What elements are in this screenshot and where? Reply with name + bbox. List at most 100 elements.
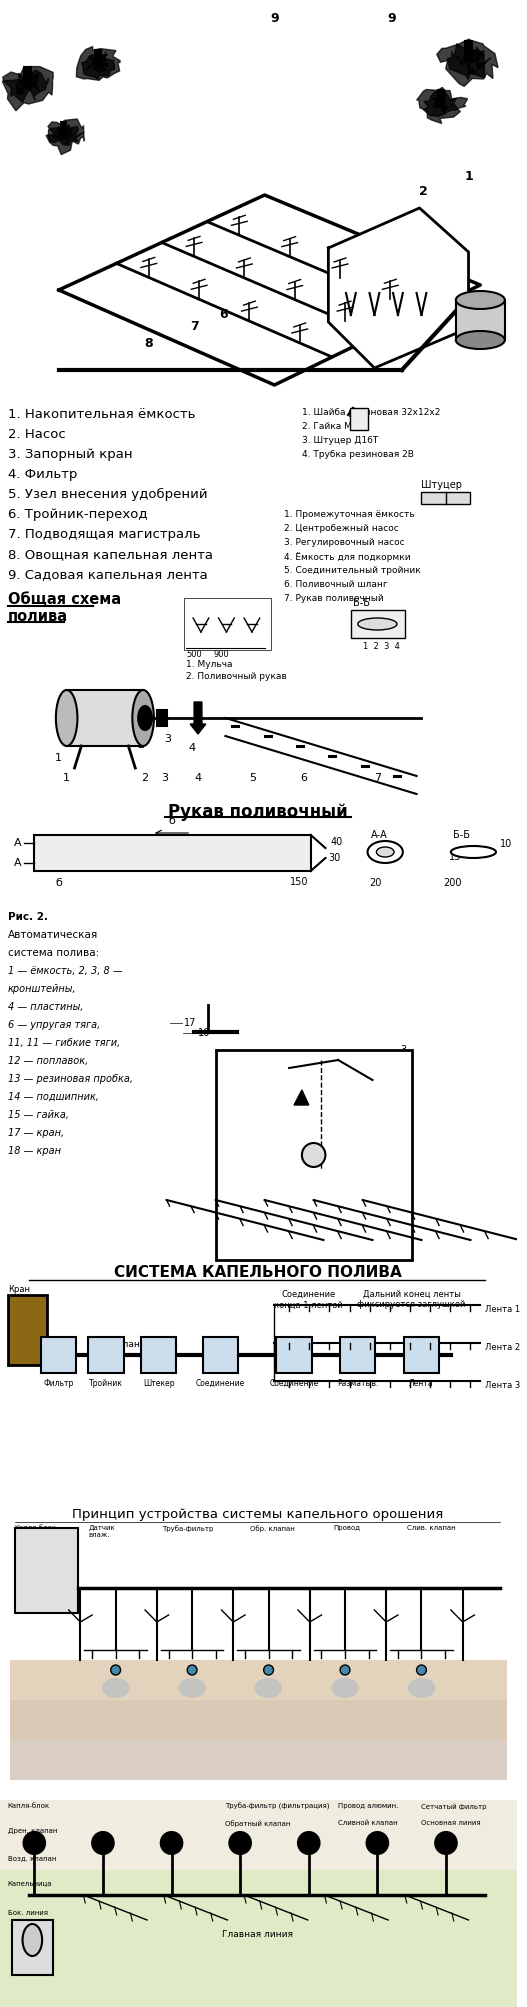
Bar [15, 1527, 79, 1614]
Text: Дрен. клапан: Дрен. клапан [8, 1828, 57, 1834]
Text: 2. Гайка М12: 2. Гайка М12 [302, 421, 363, 432]
Text: 6. Поливочный шланг: 6. Поливочный шланг [284, 580, 388, 588]
Polygon shape [82, 54, 114, 80]
Circle shape [111, 1666, 121, 1676]
Bar [351, 610, 405, 638]
Text: Лента 2: Лента 2 [485, 1343, 520, 1351]
Bar [276, 1337, 311, 1373]
Text: Штуцер: Штуцер [422, 480, 463, 490]
Text: 9. Садовая капельная лента: 9. Садовая капельная лента [8, 568, 208, 580]
Ellipse shape [298, 1832, 319, 1854]
Text: 5. Узел внесения удобрений: 5. Узел внесения удобрений [8, 488, 208, 502]
Text: 150: 150 [290, 877, 308, 887]
Bar [12, 1921, 53, 1975]
Text: 30: 30 [328, 853, 340, 863]
Polygon shape [48, 124, 84, 145]
Polygon shape [294, 1090, 309, 1106]
Polygon shape [53, 126, 73, 145]
Text: 9: 9 [270, 12, 279, 24]
Text: Провод алюмин.: Провод алюмин. [338, 1802, 398, 1808]
Text: 3. Запорный кран: 3. Запорный кран [8, 448, 132, 462]
Text: 6: 6 [219, 307, 228, 321]
Text: Основная линия: Основная линия [422, 1820, 481, 1826]
Text: б: б [168, 817, 175, 827]
Ellipse shape [456, 331, 505, 349]
Bar [350, 407, 367, 429]
Text: 13: 13 [400, 1224, 412, 1234]
Bar [141, 1337, 177, 1373]
Ellipse shape [132, 690, 154, 747]
Ellipse shape [229, 1832, 251, 1854]
Text: Возд. клапан: Возд. клапан [8, 1854, 56, 1860]
Text: 1: 1 [464, 171, 473, 183]
Text: Фильтр-
блок
(хим. обр.): Фильтр- блок (хим. обр.) [26, 1535, 65, 1557]
Ellipse shape [331, 1678, 359, 1698]
Text: Сетчатый фильтр: Сетчатый фильтр [422, 1802, 487, 1810]
Text: A: A [14, 839, 22, 849]
Text: Шланг, труба: Шланг, труба [113, 1341, 178, 1349]
Text: 17: 17 [184, 1018, 197, 1028]
Text: Капля-блок: Капля-блок [15, 1525, 57, 1531]
Text: 6 — упругая тяга,: 6 — упругая тяга, [8, 1020, 100, 1030]
Text: 7: 7 [374, 773, 381, 783]
Text: 18 — кран: 18 — кран [8, 1146, 61, 1156]
Text: 5. Соединительный тройник: 5. Соединительный тройник [284, 566, 421, 574]
Text: 1. Промежуточная ёмкость: 1. Промежуточная ёмкость [284, 510, 415, 520]
Ellipse shape [451, 847, 496, 859]
Polygon shape [59, 195, 480, 385]
Ellipse shape [56, 690, 77, 747]
Text: Бок. линия: Бок. линия [8, 1911, 48, 1917]
Text: 9: 9 [388, 12, 396, 24]
Text: Штекер: Штекер [143, 1379, 174, 1389]
Text: 3: 3 [400, 1046, 406, 1056]
Text: СИСТЕМА КАПЕЛЬНОГО ПОЛИВА: СИСТЕМА КАПЕЛЬНОГО ПОЛИВА [114, 1264, 402, 1280]
Text: Лента: Лента [409, 1379, 434, 1389]
Text: 1. Мульча: 1. Мульча [186, 660, 233, 668]
Text: Автоматическая: Автоматическая [8, 929, 98, 939]
Text: Провод: Провод [333, 1525, 360, 1531]
Circle shape [264, 1666, 274, 1676]
Bar [0, 0, 516, 399]
Text: Обр. клапан: Обр. клапан [250, 1525, 295, 1531]
Ellipse shape [102, 1678, 130, 1698]
Ellipse shape [376, 847, 394, 857]
Text: 3. Регулировочный насос: 3. Регулировочный насос [284, 538, 405, 548]
Text: 8. Овощная капельная лента: 8. Овощная капельная лента [8, 548, 213, 562]
Polygon shape [423, 88, 458, 116]
Ellipse shape [367, 1832, 388, 1854]
Bar [422, 492, 471, 504]
Text: 1: 1 [400, 1154, 406, 1164]
Text: 4. Ёмкость для подкормки: 4. Ёмкость для подкормки [284, 552, 411, 562]
Bar [465, 40, 472, 60]
Ellipse shape [24, 1832, 45, 1854]
Polygon shape [455, 48, 486, 74]
Text: Дальний конец ленты
фиксируется заглушкой: Дальний конец ленты фиксируется заглушко… [357, 1291, 466, 1309]
Text: Кран: Кран [8, 1284, 30, 1295]
Text: 4 — пластины,: 4 — пластины, [8, 1001, 83, 1012]
Ellipse shape [138, 706, 152, 731]
Text: Капельница: Капельница [8, 1881, 52, 1887]
Text: 3. Штуцер Д16Т: 3. Штуцер Д16Т [302, 436, 378, 446]
Text: 11, 11 — гибкие тяги,: 11, 11 — гибкие тяги, [8, 1038, 120, 1048]
Polygon shape [328, 209, 469, 367]
Text: Обратный клапан: Обратный клапан [226, 1820, 291, 1826]
Text: Соединение: Соединение [269, 1379, 319, 1389]
Polygon shape [86, 52, 108, 72]
Text: 3: 3 [164, 735, 172, 745]
Text: 2: 2 [138, 741, 145, 751]
Text: 2. Поливочный рукав: 2. Поливочный рукав [186, 672, 287, 680]
Text: 12 — поплавок,: 12 — поплавок, [8, 1056, 88, 1066]
Bar [404, 1337, 439, 1373]
Text: 4: 4 [194, 773, 201, 783]
Text: 11: 11 [400, 1184, 412, 1194]
Text: 4. Фильтр: 4. Фильтр [8, 468, 77, 482]
Bar [456, 299, 505, 339]
Polygon shape [2, 66, 53, 110]
Text: А-А: А-А [370, 831, 387, 841]
Text: 13 — резиновая пробка,: 13 — резиновая пробка, [8, 1074, 133, 1084]
Polygon shape [4, 70, 48, 102]
Bar [340, 1337, 375, 1373]
Text: 2: 2 [142, 773, 149, 783]
Text: 4: 4 [189, 743, 196, 753]
Ellipse shape [367, 841, 403, 863]
